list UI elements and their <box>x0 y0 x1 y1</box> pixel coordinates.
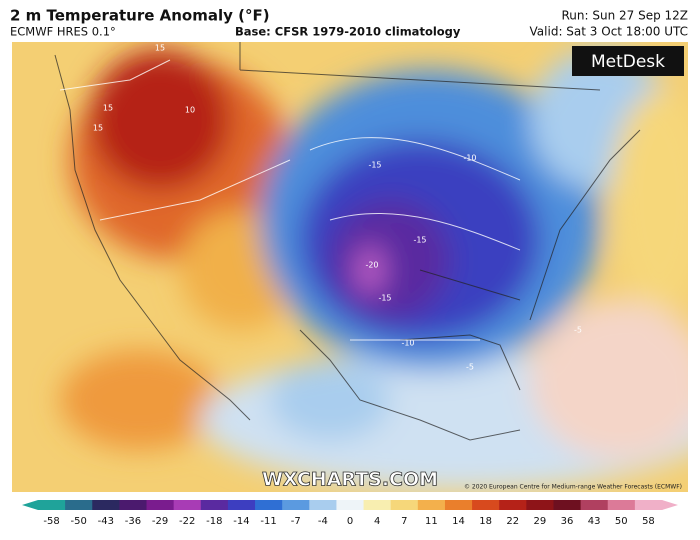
colorbar-segment <box>119 500 148 510</box>
contour-label: -15 <box>413 236 426 245</box>
colorbar-segment <box>227 500 256 510</box>
colorbar-segment <box>472 500 500 510</box>
colorbar-segment <box>580 500 609 510</box>
colorbar-segment <box>363 500 392 510</box>
contour-label: -5 <box>466 363 474 372</box>
colorbar-label: 43 <box>588 516 601 527</box>
title: 2 m Temperature Anomaly (°F) <box>10 7 270 25</box>
contour-label: -15 <box>368 161 381 170</box>
colorbar-label: -18 <box>206 516 222 527</box>
colorbar-segment <box>92 500 120 510</box>
colorbar-label: 29 <box>534 516 547 527</box>
colorbar-label: -22 <box>179 516 195 527</box>
colorbar-label: -29 <box>152 516 168 527</box>
valid: Valid: Sat 3 Oct 18:00 UTC <box>530 25 688 39</box>
colorbar-label: -14 <box>233 516 249 527</box>
colorbar-label: 22 <box>506 516 519 527</box>
colorbar-segment <box>38 500 66 510</box>
colorbar-segment <box>417 500 446 510</box>
colorbar-label: 36 <box>561 516 574 527</box>
colorbar-segment <box>526 500 554 510</box>
watermark: WXCHARTS.COM <box>262 469 438 491</box>
colorbar-label: 0 <box>347 516 353 527</box>
contour-label: -10 <box>401 339 414 348</box>
colorbar-label: -58 <box>43 516 59 527</box>
contour-label: 15 <box>93 124 103 133</box>
colorbar-label: 18 <box>479 516 492 527</box>
base: Base: CFSR 1979-2010 climatology <box>235 25 461 39</box>
colorbar-label: 14 <box>452 516 465 527</box>
colorbar-segment <box>65 500 93 510</box>
run: Run: Sun 27 Sep 12Z <box>561 9 688 23</box>
colorbar-segment <box>553 500 582 510</box>
colorbar-segment <box>146 500 175 510</box>
colorbar-label: -36 <box>125 516 141 527</box>
colorbar-segment <box>173 500 202 510</box>
colorbar-segment <box>390 500 419 510</box>
colorbar-label: -4 <box>318 516 328 527</box>
colorbar-segment <box>255 500 283 510</box>
colorbar-arrow <box>662 500 678 510</box>
contour-label: -10 <box>463 154 476 163</box>
model: ECMWF HRES 0.1° <box>10 25 116 39</box>
colorbar-segment <box>336 500 365 510</box>
contour-label: 15 <box>155 44 165 53</box>
colorbar-label: 50 <box>615 516 628 527</box>
colorbar-label: -50 <box>71 516 87 527</box>
logo-box <box>572 46 684 76</box>
colorbar-label: 7 <box>401 516 407 527</box>
contour-label: -5 <box>574 326 582 335</box>
credit: © 2020 European Centre for Medium-range … <box>464 484 682 491</box>
colorbar-label: -43 <box>98 516 114 527</box>
colorbar-label: 58 <box>642 516 655 527</box>
colorbar-label: 4 <box>374 516 380 527</box>
logo: MetDesk <box>591 52 665 72</box>
colorbar-segment <box>309 500 337 510</box>
colorbar-segment <box>200 500 229 510</box>
colorbar-label: -11 <box>260 516 276 527</box>
contour-label: -20 <box>365 261 378 270</box>
colorbar-arrow <box>22 500 38 510</box>
colorbar-segment <box>634 500 663 510</box>
contour-label: -15 <box>378 294 391 303</box>
colorbar-segment <box>499 500 527 510</box>
colorbar-segment <box>282 500 310 510</box>
colorbar-label: -7 <box>291 516 301 527</box>
map <box>12 42 688 492</box>
contour-label: 15 <box>103 104 113 113</box>
colorbar-label: 11 <box>425 516 438 527</box>
colorbar-segment <box>444 500 473 510</box>
colorbar-segment <box>607 500 636 510</box>
contour-label: 10 <box>185 106 195 115</box>
